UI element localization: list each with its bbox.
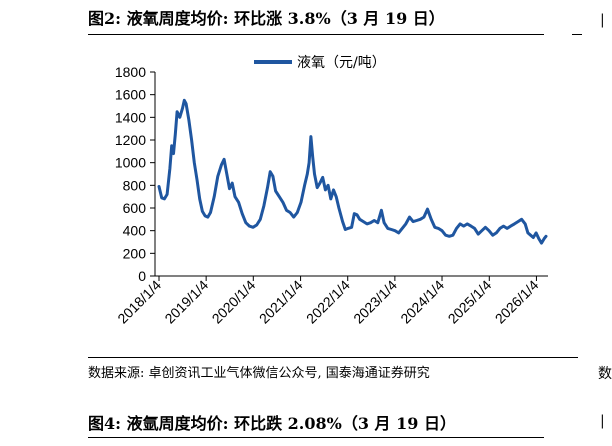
y-tick-label: 200	[123, 245, 147, 261]
next-figure-title: 图4: 液氩周度均价: 环比跌 2.08%（3 月 19 日）	[88, 414, 456, 433]
x-tick-label: 2024/1/4	[397, 277, 447, 327]
x-tick-label: 2023/1/4	[350, 277, 400, 327]
y-tick-label: 1600	[115, 87, 146, 103]
y-tick-label: 1000	[115, 155, 146, 171]
series-group	[157, 98, 548, 245]
figure-title: 图2: 液氧周度均价: 环比涨 3.8%（3 月 19 日）	[88, 9, 445, 28]
x-tick-label: 2021/1/4	[256, 277, 306, 327]
y-axis-ticks: 0 200 400 600 800 1000 1200 1400 1600 1800	[115, 64, 155, 284]
x-tick-label: 2018/1/4	[114, 277, 164, 327]
x-tick-label: 2025/1/4	[445, 277, 495, 327]
y-tick-label: 800	[123, 177, 147, 193]
y-tick-label: 1400	[115, 109, 146, 125]
right-edge-mark-lower: |	[600, 413, 605, 429]
legend: 液氧（元/吨）	[254, 55, 386, 71]
x-tick-label: 2026/1/4	[492, 277, 542, 327]
right-edge-mark-upper: |	[600, 12, 605, 28]
legend-label: 液氧（元/吨）	[297, 55, 386, 71]
right-panel-rule-top	[572, 34, 582, 35]
x-tick-label: 2019/1/4	[161, 277, 211, 327]
source-rule	[88, 357, 578, 358]
y-tick-label: 1200	[115, 132, 146, 148]
y-tick-label: 400	[123, 223, 147, 239]
y-tick-label: 0	[138, 268, 146, 284]
y-tick-label: 600	[123, 200, 147, 216]
next-title-underline	[88, 437, 544, 438]
x-tick-label: 2020/1/4	[209, 277, 259, 327]
title-underline	[88, 34, 544, 35]
chart-axes	[154, 72, 548, 277]
line-chart: 0 200 400 600 800 1000 1200 1400 1600 1800 2018/1…	[114, 55, 548, 327]
source-note: 数据来源: 卓创资讯工业气体微信公众号, 国泰海通证券研究	[88, 366, 430, 381]
x-tick-label: 2022/1/4	[303, 277, 353, 327]
y-tick-label: 1800	[115, 64, 146, 80]
x-axis-ticks: 2018/1/42019/1/42020/1/42021/1/42022/1/4…	[114, 276, 542, 327]
right-edge-mark-middle: 数	[598, 366, 612, 382]
series-line	[157, 98, 548, 245]
